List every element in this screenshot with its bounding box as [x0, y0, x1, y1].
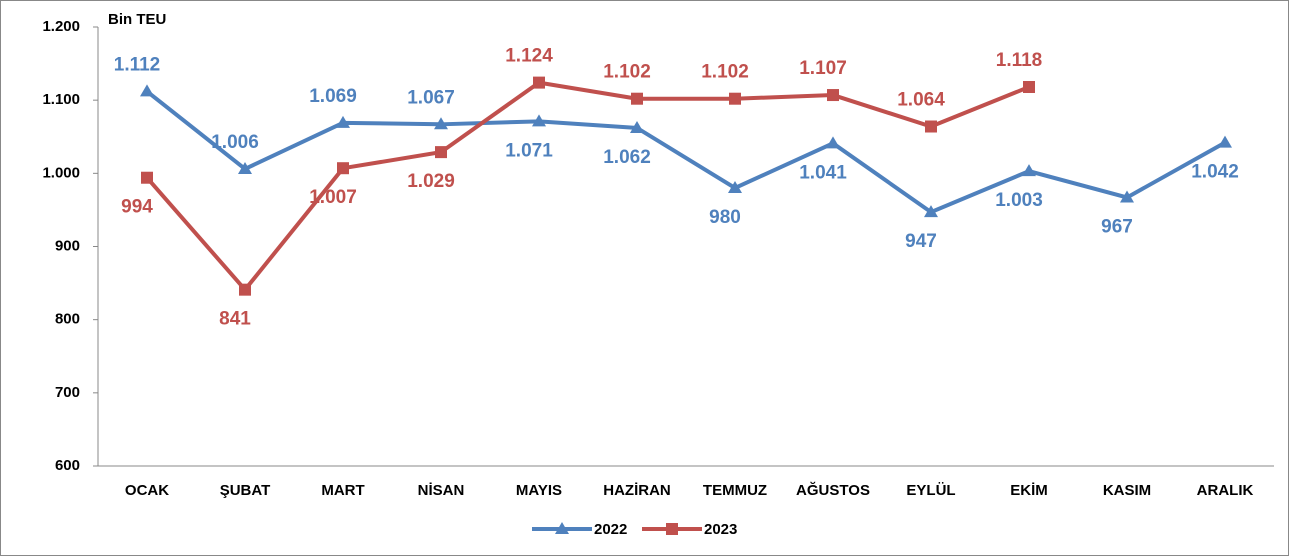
x-tick-label: EKİM [1010, 482, 1048, 499]
value-label: 1.006 [211, 132, 259, 153]
value-label: 1.003 [995, 190, 1043, 211]
legend-label: 2022 [594, 521, 627, 538]
x-tick-label: KASIM [1103, 482, 1151, 499]
marker [533, 76, 545, 89]
y-tick-label: 800 [55, 311, 80, 328]
marker [925, 120, 937, 133]
x-tick-label: MAYIS [516, 482, 562, 499]
marker [826, 136, 840, 149]
x-tick-label: NİSAN [418, 482, 465, 499]
marker [1218, 135, 1232, 148]
marker [140, 84, 154, 97]
value-label: 1.102 [603, 62, 651, 83]
marker [827, 89, 839, 102]
y-tick-label: 1.200 [42, 18, 80, 35]
value-label: 1.029 [407, 171, 455, 192]
marker [434, 117, 448, 130]
marker [435, 146, 447, 159]
marker [555, 522, 569, 534]
x-tick-label: EYLÜL [906, 482, 955, 499]
y-tick-label: 1.100 [42, 91, 80, 108]
value-label: 1.102 [701, 62, 749, 83]
marker [666, 523, 678, 535]
value-label: 1.062 [603, 147, 651, 168]
value-label: 841 [219, 309, 251, 330]
value-label: 1.107 [799, 58, 847, 79]
value-label: 1.118 [996, 50, 1043, 71]
x-tick-label: HAZİRAN [603, 482, 671, 499]
value-label: 1.041 [799, 162, 847, 183]
series-line [145, 89, 1226, 215]
y-tick-label: 1.000 [42, 164, 80, 181]
marker [238, 161, 252, 174]
series-line [145, 80, 1030, 293]
value-label: 1.067 [407, 87, 455, 108]
value-label: 1.124 [505, 46, 553, 67]
marker [1022, 164, 1036, 177]
y-tick-label: 900 [55, 237, 80, 254]
marker [337, 162, 349, 175]
marker [729, 92, 741, 105]
value-label: 1.042 [1191, 162, 1239, 183]
value-label: 1.071 [505, 140, 553, 161]
y-tick-label: 600 [55, 457, 80, 474]
value-label: 1.069 [309, 86, 357, 107]
marker [728, 180, 742, 193]
marker [924, 205, 938, 218]
marker [141, 171, 153, 184]
value-label: 994 [121, 197, 153, 218]
value-label: 1.007 [309, 187, 357, 208]
marker [1120, 190, 1134, 203]
legend-label: 2023 [704, 521, 737, 538]
x-tick-label: OCAK [125, 482, 169, 499]
marker [1023, 80, 1035, 93]
marker [532, 114, 546, 127]
marker [239, 283, 251, 296]
x-tick-label: ARALIK [1197, 482, 1254, 499]
value-label: 1.064 [897, 90, 945, 111]
marker [630, 120, 644, 133]
y-axis-label: Bin TEU [108, 11, 166, 28]
marker [631, 92, 643, 105]
marker [336, 115, 350, 128]
value-label: 980 [709, 207, 741, 228]
value-label: 967 [1101, 216, 1133, 237]
value-label: 947 [905, 231, 937, 252]
y-tick-label: 700 [55, 384, 80, 401]
x-tick-label: ŞUBAT [220, 482, 271, 499]
x-tick-label: MART [321, 482, 364, 499]
x-tick-label: TEMMUZ [703, 482, 767, 499]
x-tick-label: AĞUSTOS [796, 481, 870, 499]
value-label: 1.112 [114, 54, 161, 75]
